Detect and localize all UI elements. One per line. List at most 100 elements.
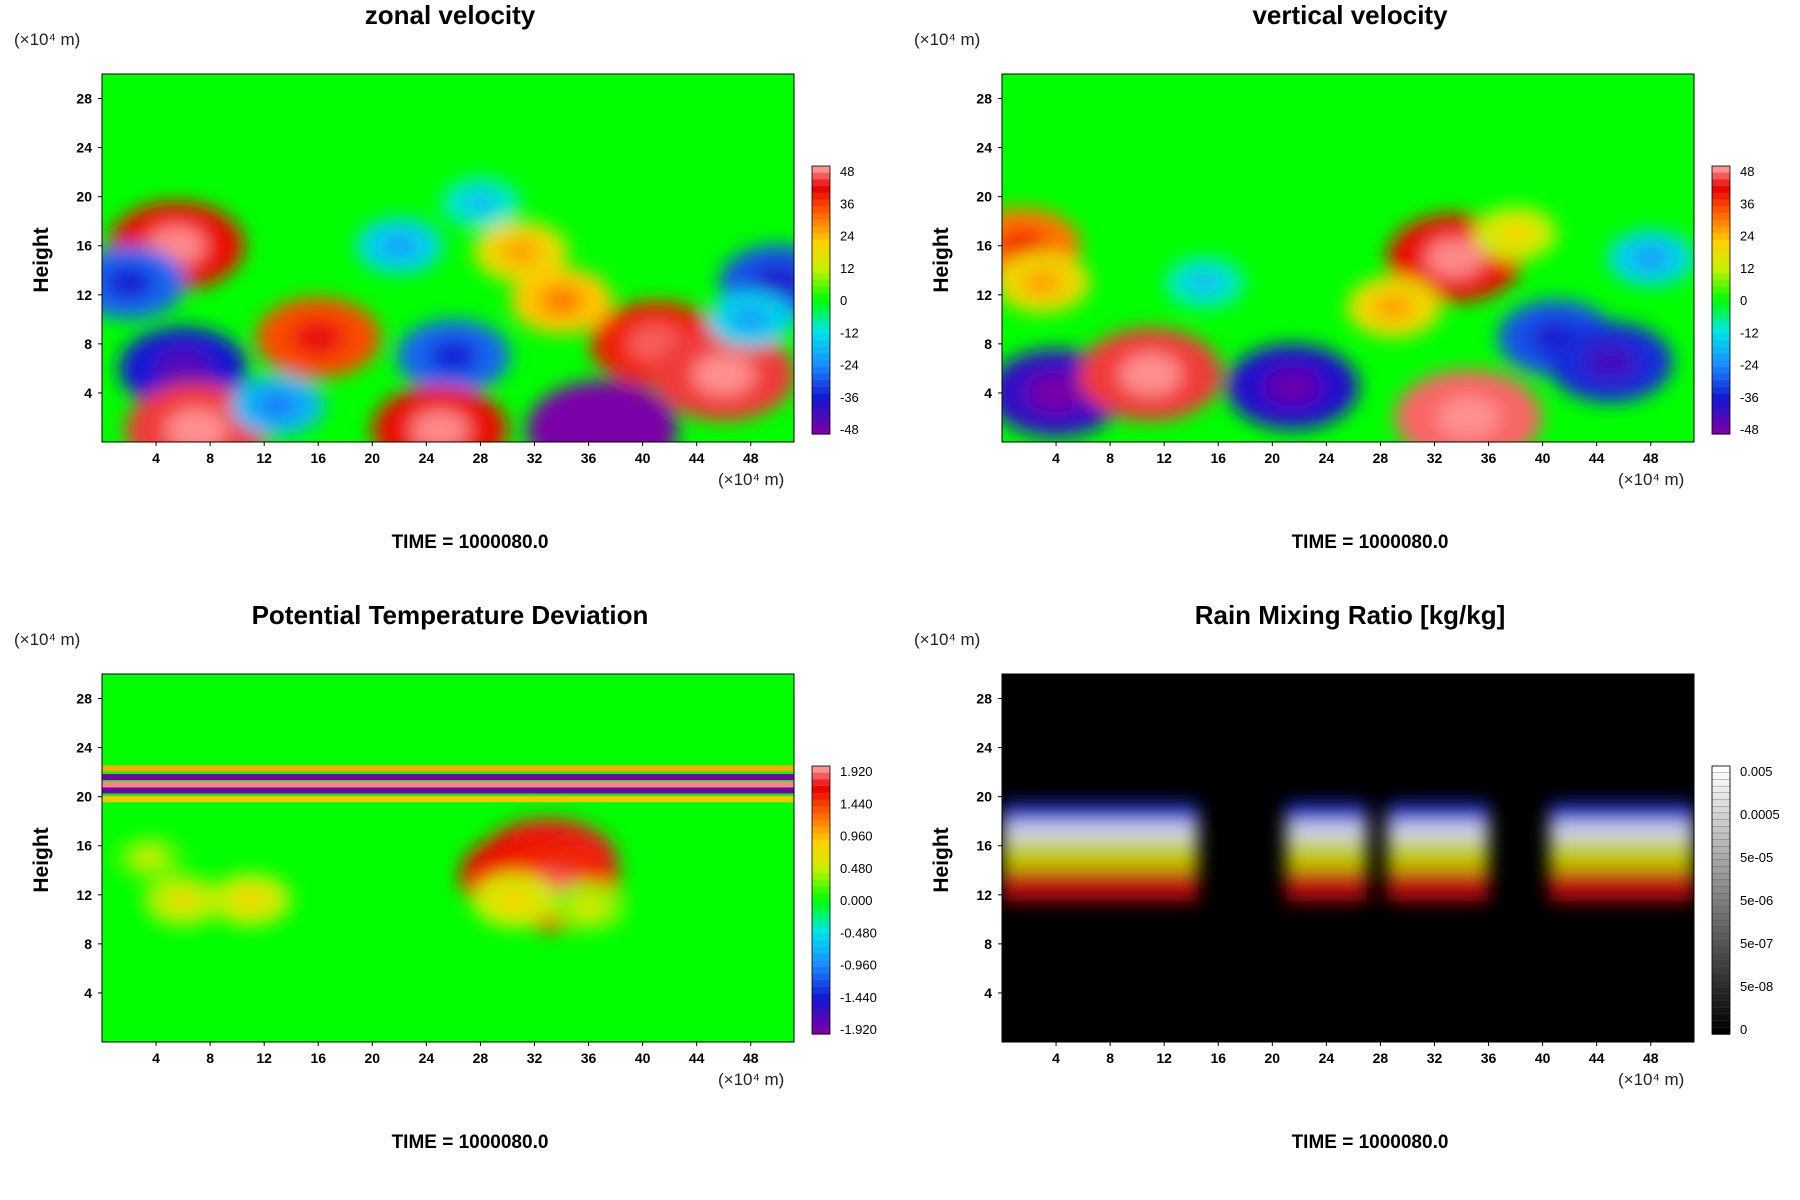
colorbar-cell [812,987,830,995]
x-tick-label: 36 [1481,450,1497,466]
colorbar-label: -0.960 [840,958,877,973]
x-tick-label: 28 [1373,450,1389,466]
colorbar-label: 5e-08 [1740,979,1773,994]
x-tick-label: 4 [1052,450,1060,466]
colorbar-cell [812,393,830,402]
y-tick-label: 8 [984,936,992,952]
colorbar-label: 24 [840,229,854,244]
colorbar-cell [1711,839,1731,848]
band [102,774,794,781]
x-tick-label: 28 [473,450,489,466]
colorbar-cell [812,400,830,408]
y-axis-unit: (×10⁴ m) [914,30,981,49]
panel-potential-temperature: Potential Temperature Deviation (×10⁴ m)… [0,600,900,1200]
x-tick-label: 32 [527,1050,543,1066]
colorbar-cell [1712,266,1730,274]
y-tick-label: 8 [984,336,992,352]
panel-vertical-velocity: vertical velocity (×10⁴ m) Height 4 8 12 16… [900,0,1800,600]
colorbar-label: -48 [1740,422,1759,437]
x-tick-label: 16 [1210,450,1226,466]
colorbar-cell [812,839,830,847]
colorbar-cell [812,846,830,854]
colorbar-cell [812,973,830,981]
colorbar-label: 5e-06 [1740,893,1773,908]
colorbar-cell [812,1027,830,1035]
colorbar-label: 36 [840,196,854,211]
colorbar-cell [812,273,830,281]
x-tick-label: 36 [581,450,597,466]
data-blob-core [104,265,154,300]
rain-layer [1285,840,1367,873]
data-blob-core [1264,367,1321,407]
colorbar-cell [812,246,830,254]
x-tick-label: 4 [152,450,160,466]
colorbar-cell [812,380,830,388]
colorbar-cell [812,799,830,807]
colorbar-cell [1712,253,1730,261]
x-tick-label: 8 [206,450,214,466]
colorbar-cell [1711,946,1731,955]
colorbar-cell [812,326,830,335]
colorbar-cell [1712,226,1730,234]
data-blob-core [233,887,269,912]
colorbar-cell [812,866,830,874]
time-label: TIME = 1000080.0 [391,1132,549,1153]
x-tick-label: 28 [473,1050,489,1066]
colorbar-cell [1711,1020,1731,1029]
chart-svg: 4 8 12 16 20 24 28 32 36 40 44 484812162024281.9201… [76,673,877,1066]
colorbar-cell [812,259,830,268]
x-tick-label: 16 [1210,1050,1226,1066]
y-tick-label: 24 [76,740,92,756]
time-label: TIME = 1000080.0 [391,532,549,553]
x-tick-label: 32 [1427,1050,1443,1066]
data-blob-core [752,265,794,300]
colorbar-cell [812,940,830,948]
colorbar-cell [812,1020,830,1028]
colorbar-cell [1712,427,1730,435]
colorbar-cell [1712,293,1730,301]
data-blob-core [155,349,211,388]
colorbar-cell [812,420,830,428]
colorbar-cell [1711,986,1731,995]
data-blob-core [1026,373,1086,413]
y-tick-label: 24 [76,140,92,156]
colorbar-cell [1711,886,1731,895]
colorbar-cell [812,859,830,868]
colorbar-cell [812,279,830,288]
colorbar-cell [1711,873,1731,881]
colorbar-frame [811,165,831,435]
colorbar-label: 5e-07 [1740,936,1773,951]
colorbar-cell [1711,826,1731,834]
chart-title: Rain Mixing Ratio [kg/kg] [1194,600,1506,630]
time-label: TIME = 1000080.0 [1291,532,1449,553]
colorbar-cell [812,786,830,794]
colorbar-cell [1712,206,1730,214]
colorbar-label: 0.000 [840,893,873,908]
data-blob-core [463,191,498,215]
colorbar-cell [1711,973,1731,982]
data-blob-core [1497,221,1534,246]
colorbar-cell [1712,393,1730,402]
colorbar-cell [1711,846,1731,854]
data-blob-core [500,238,542,266]
colorbar-cell [812,253,830,261]
x-tick-label: 44 [1589,1050,1605,1066]
x-axis-unit: (×10⁴ m) [1618,470,1685,489]
x-tick-label: 28 [1373,1050,1389,1066]
x-axis-unit: (×10⁴ m) [1618,1070,1685,1089]
colorbar-label: -0.480 [840,925,877,940]
chart-svg: 4 8 12 16 20 24 28 32 36 40 44 48481216202428483624… [976,73,1759,466]
plot-background [102,674,794,1042]
x-axis-unit: (×10⁴ m) [718,470,785,489]
colorbar-cell [1712,279,1730,288]
band [102,787,794,794]
plot-frame [101,73,795,443]
colorbar-cell [1712,387,1730,395]
colorbar-cell [812,873,830,881]
x-tick-label: 24 [419,450,435,466]
colorbar-cell [1711,940,1731,948]
y-axis-unit: (×10⁴ m) [14,630,81,649]
colorbar-cell [812,172,830,180]
colorbar-cell [1711,1000,1731,1008]
colorbar-cell [1712,373,1730,381]
